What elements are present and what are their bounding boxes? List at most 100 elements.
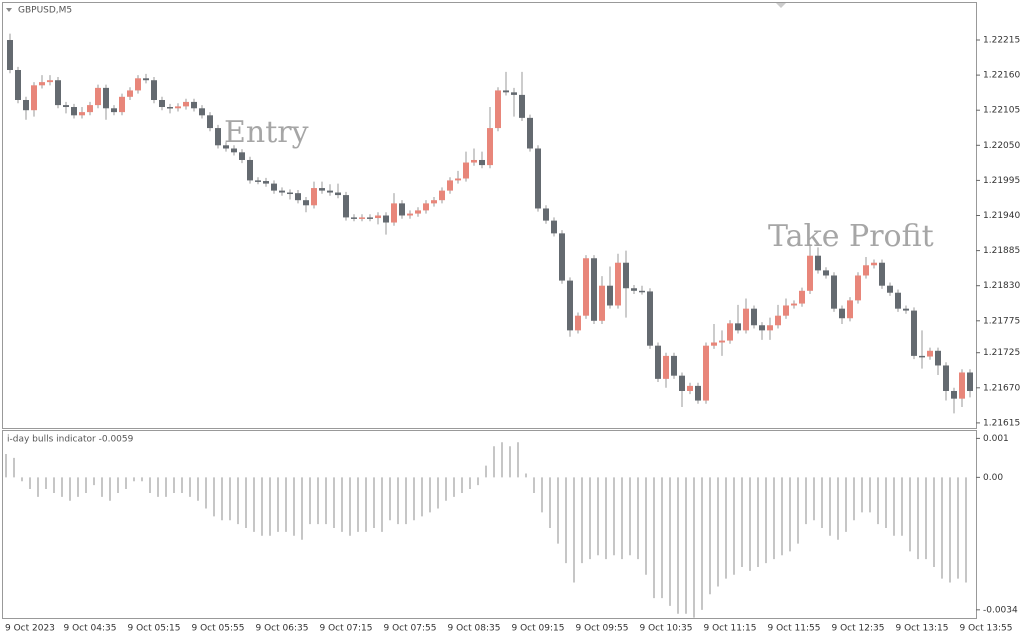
candle-body (471, 159, 477, 163)
x-tick-label: 9 Oct 08:35 (448, 624, 501, 634)
candle-body (935, 350, 941, 366)
candle-body (239, 152, 245, 160)
candle-body (927, 350, 933, 357)
candle-body (919, 355, 925, 358)
symbol-label: GBPUSD,M5 (18, 6, 72, 16)
candle-body (423, 203, 429, 211)
candle-body (479, 159, 485, 166)
candle-body (783, 305, 789, 316)
candle-body (247, 159, 253, 181)
y-tick-label: 1.22160 (983, 71, 1020, 81)
candle-body (23, 99, 29, 111)
candle-body (327, 190, 333, 193)
x-tick-label: 9 Oct 09:15 (512, 624, 565, 634)
candle-body (407, 213, 413, 216)
x-tick-label: 9 Oct 06:35 (256, 624, 309, 634)
candle-body (575, 315, 581, 331)
candle-body (7, 40, 13, 71)
candle-body (15, 70, 21, 100)
candle-body (511, 92, 517, 95)
candle-body (279, 190, 285, 193)
candle-body (839, 308, 845, 319)
y-tick-label: 1.21725 (983, 348, 1020, 358)
candle-body (439, 190, 445, 201)
candle-body (111, 108, 117, 113)
candle-body (215, 128, 221, 146)
candle-body (655, 345, 661, 379)
candle-body (135, 78, 141, 91)
candle-body (335, 192, 341, 196)
candle-body (95, 87, 101, 106)
candle-body (855, 275, 861, 301)
candle-body (775, 315, 781, 326)
candle-body (791, 303, 797, 306)
y-tick-label: 1.22105 (983, 106, 1020, 116)
candle-body (159, 99, 165, 108)
candle-body (55, 80, 61, 106)
candle-body (303, 200, 309, 206)
candle-body (583, 258, 589, 316)
y-tick-label: 1.21995 (983, 176, 1020, 186)
candle-body (615, 262, 621, 306)
candle-body (199, 108, 205, 116)
y-tick-label: 1.21615 (983, 418, 1020, 428)
candle-body (143, 78, 149, 81)
candle-body (703, 345, 709, 401)
candle-body (959, 372, 965, 399)
candle-body (495, 90, 501, 129)
y-tick-label: 1.21775 (983, 316, 1020, 326)
candle-body (719, 340, 725, 343)
candle-body (863, 265, 869, 276)
candle-body (599, 285, 605, 321)
candle-body (527, 117, 533, 149)
candle-body (751, 308, 757, 326)
candle-body (175, 106, 181, 109)
candle-body (503, 90, 509, 93)
candle-body (607, 285, 613, 306)
x-tick-label: 9 Oct 2023 (5, 624, 55, 634)
candle-body (687, 385, 693, 391)
candle-body (591, 258, 597, 321)
y-tick-label: 1.22215 (983, 36, 1020, 46)
x-tick-label: 9 Oct 11:55 (768, 624, 821, 634)
annotation: Entry (224, 115, 309, 150)
candle-body (911, 310, 917, 356)
candle-body (223, 145, 229, 149)
candle-body (679, 375, 685, 391)
candle-body (31, 85, 37, 111)
candle-body (567, 280, 573, 331)
candle-body (447, 180, 453, 191)
y-tick-label: 1.21670 (983, 383, 1020, 393)
x-tick-label: 9 Oct 12:35 (832, 624, 885, 634)
x-tick-label: 9 Oct 07:15 (320, 624, 373, 634)
y-tick-label: 0.00 (983, 473, 1003, 483)
candle-body (207, 115, 213, 129)
candle-body (71, 107, 77, 116)
candle-body (319, 188, 325, 191)
candle-body (903, 308, 909, 311)
x-tick-label: 9 Oct 13:55 (960, 624, 1013, 634)
candle-body (879, 262, 885, 286)
candle-body (951, 390, 957, 399)
candle-body (967, 372, 973, 391)
y-tick-label: 1.21940 (983, 211, 1020, 221)
candle-body (551, 220, 557, 234)
candle-body (167, 107, 173, 109)
candle-body (399, 203, 405, 216)
candle-body (823, 270, 829, 276)
candle-body (847, 300, 853, 319)
candle-body (367, 217, 373, 219)
candle-body (295, 193, 301, 201)
candle-body (463, 162, 469, 179)
candle-body (271, 183, 277, 191)
symbol-menu-arrow[interactable] (6, 8, 12, 12)
candle-body (103, 87, 109, 109)
candle-body (287, 192, 293, 195)
candle-body (743, 308, 749, 331)
candle-body (543, 208, 549, 221)
x-tick-label: 9 Oct 11:15 (704, 624, 757, 634)
candle-body (127, 90, 133, 97)
candle-body (759, 325, 765, 331)
candle-body (831, 275, 837, 309)
candle-body (383, 215, 389, 223)
